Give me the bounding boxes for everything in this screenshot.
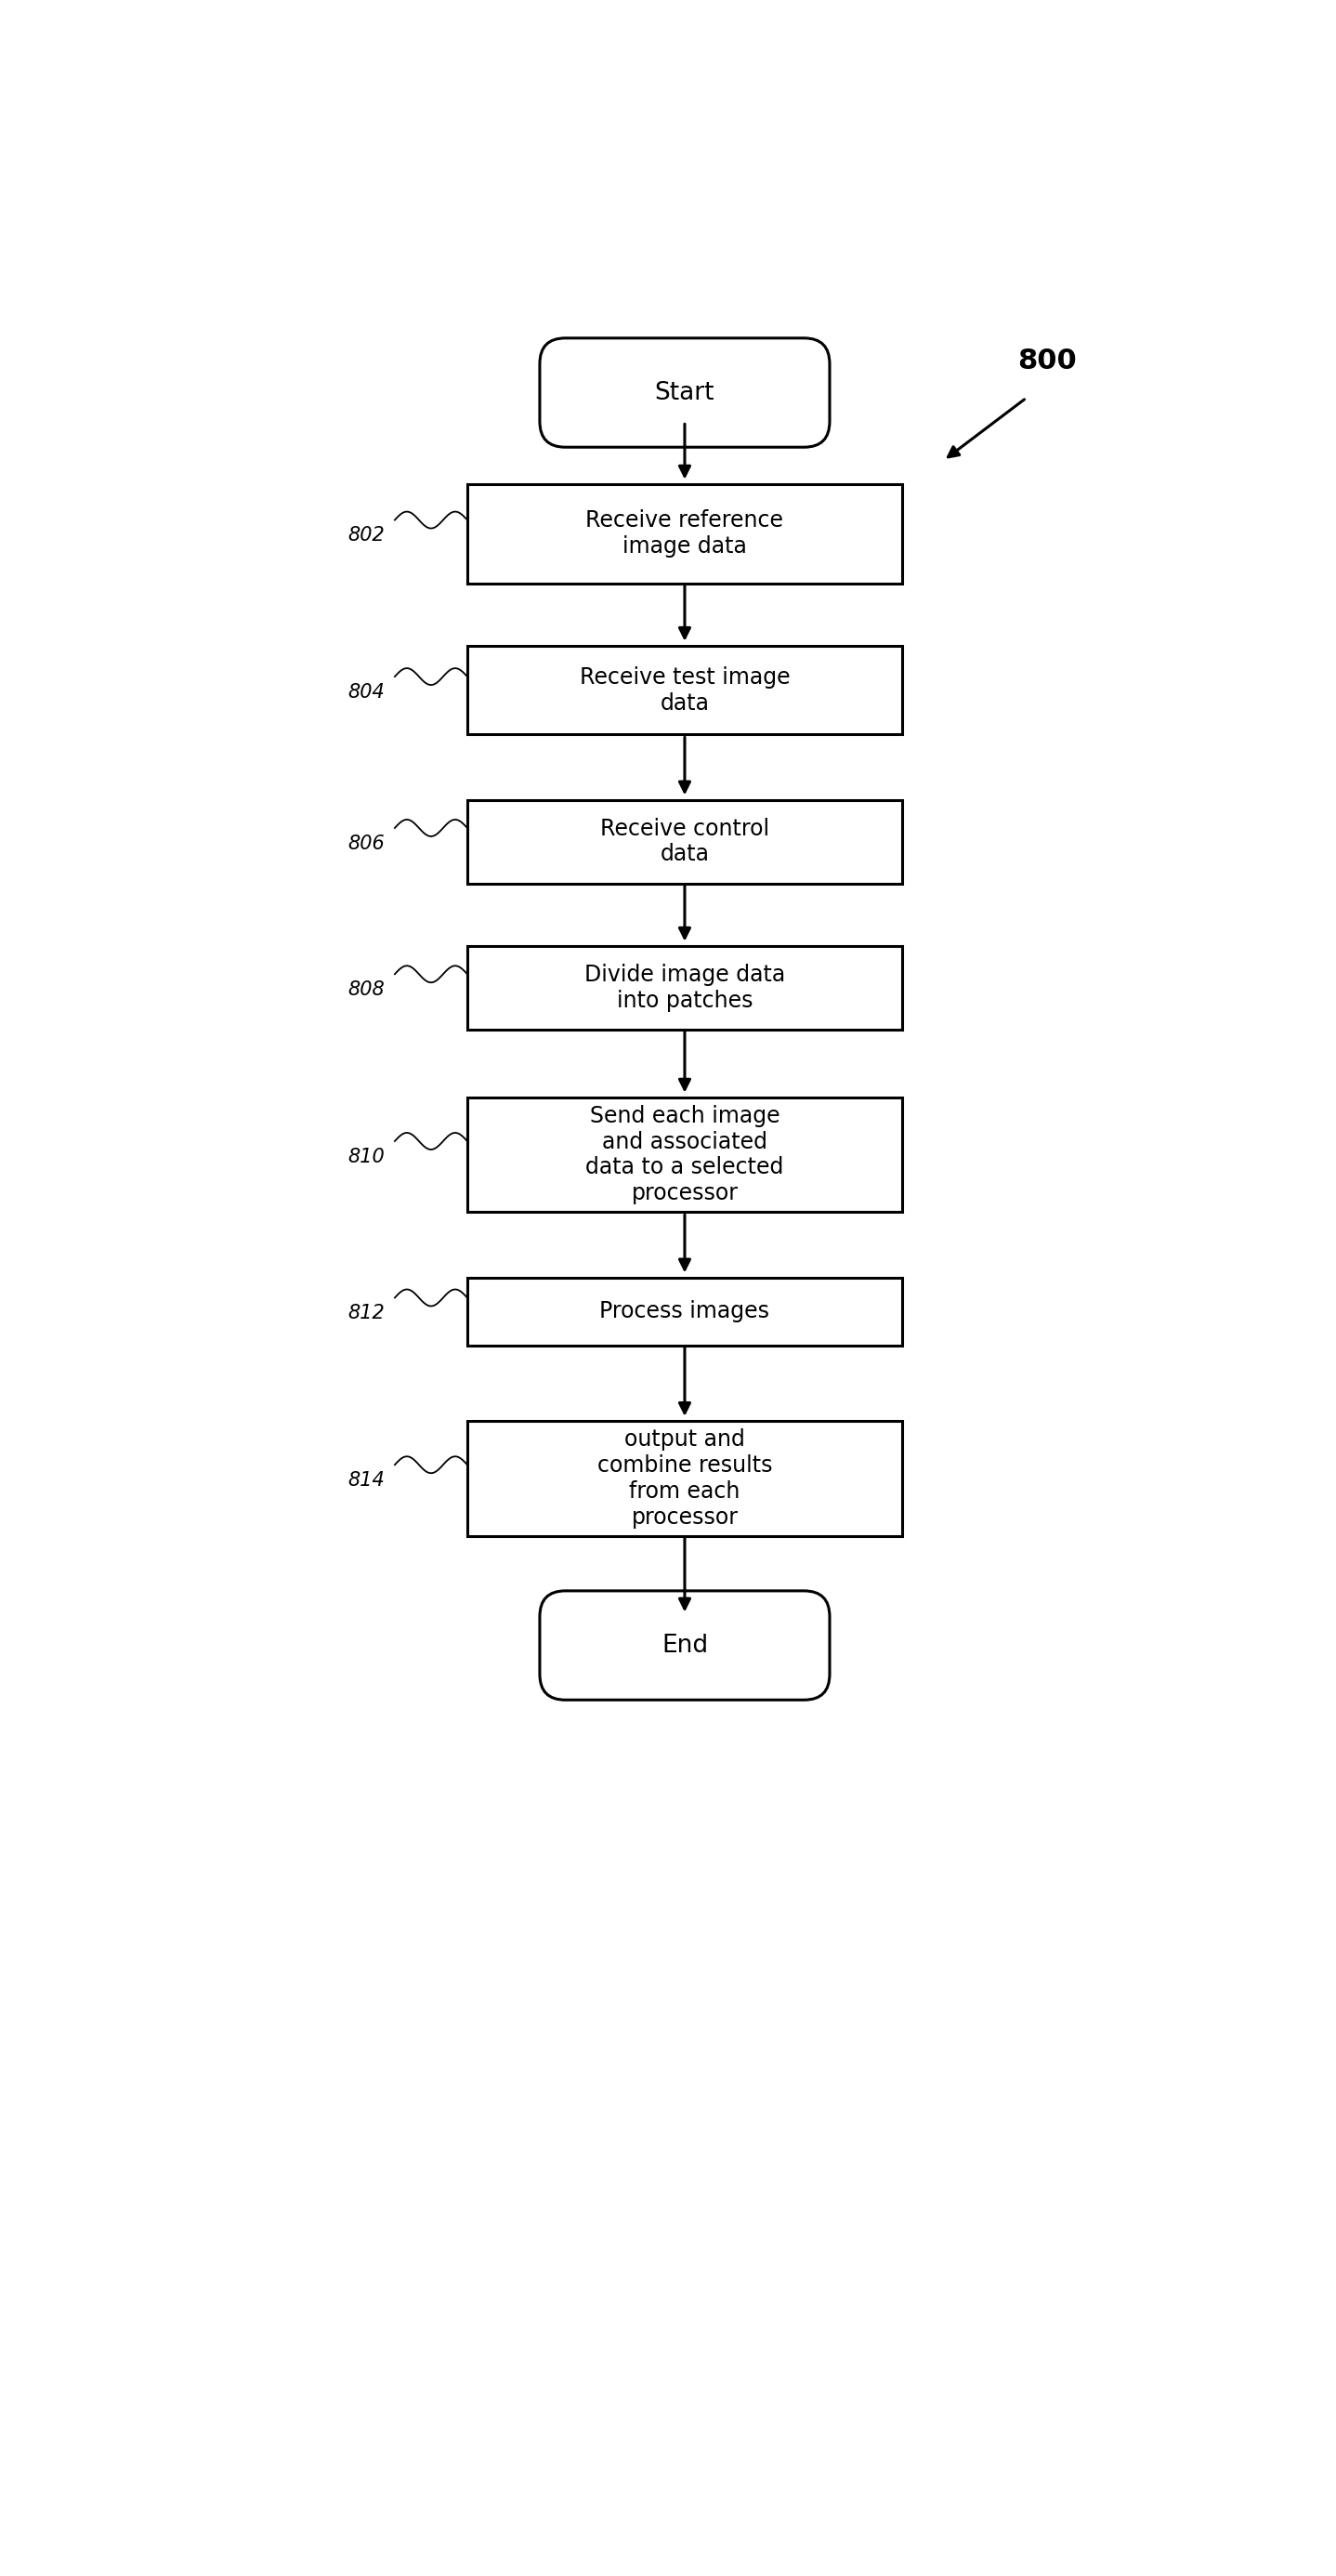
Text: 812: 812 (347, 1303, 385, 1321)
Text: Process images: Process images (600, 1301, 770, 1321)
FancyBboxPatch shape (540, 337, 830, 448)
Text: Receive reference
image data: Receive reference image data (585, 510, 784, 556)
FancyBboxPatch shape (540, 1592, 830, 1700)
Bar (468, 1278, 902, 1345)
Text: Receive control
data: Receive control data (600, 817, 770, 866)
Text: 802: 802 (347, 526, 385, 546)
Text: Divide image data
into patches: Divide image data into patches (584, 963, 786, 1012)
Text: Send each image
and associated
data to a selected
processor: Send each image and associated data to a… (585, 1105, 784, 1206)
Text: 808: 808 (347, 981, 385, 999)
Text: Receive test image
data: Receive test image data (580, 667, 790, 714)
Bar (468, 799, 902, 884)
Text: 800: 800 (1018, 348, 1077, 374)
Text: Start: Start (655, 381, 715, 404)
Text: 806: 806 (347, 835, 385, 853)
Bar (468, 647, 902, 734)
Text: 804: 804 (347, 683, 385, 701)
Bar (468, 1097, 902, 1213)
Text: 814: 814 (347, 1471, 385, 1489)
Bar (468, 945, 902, 1030)
Text: output and
combine results
from each
processor: output and combine results from each pro… (597, 1430, 772, 1528)
Bar (468, 484, 902, 582)
Bar (468, 1422, 902, 1535)
Text: 810: 810 (347, 1146, 385, 1167)
Text: End: End (661, 1633, 708, 1656)
